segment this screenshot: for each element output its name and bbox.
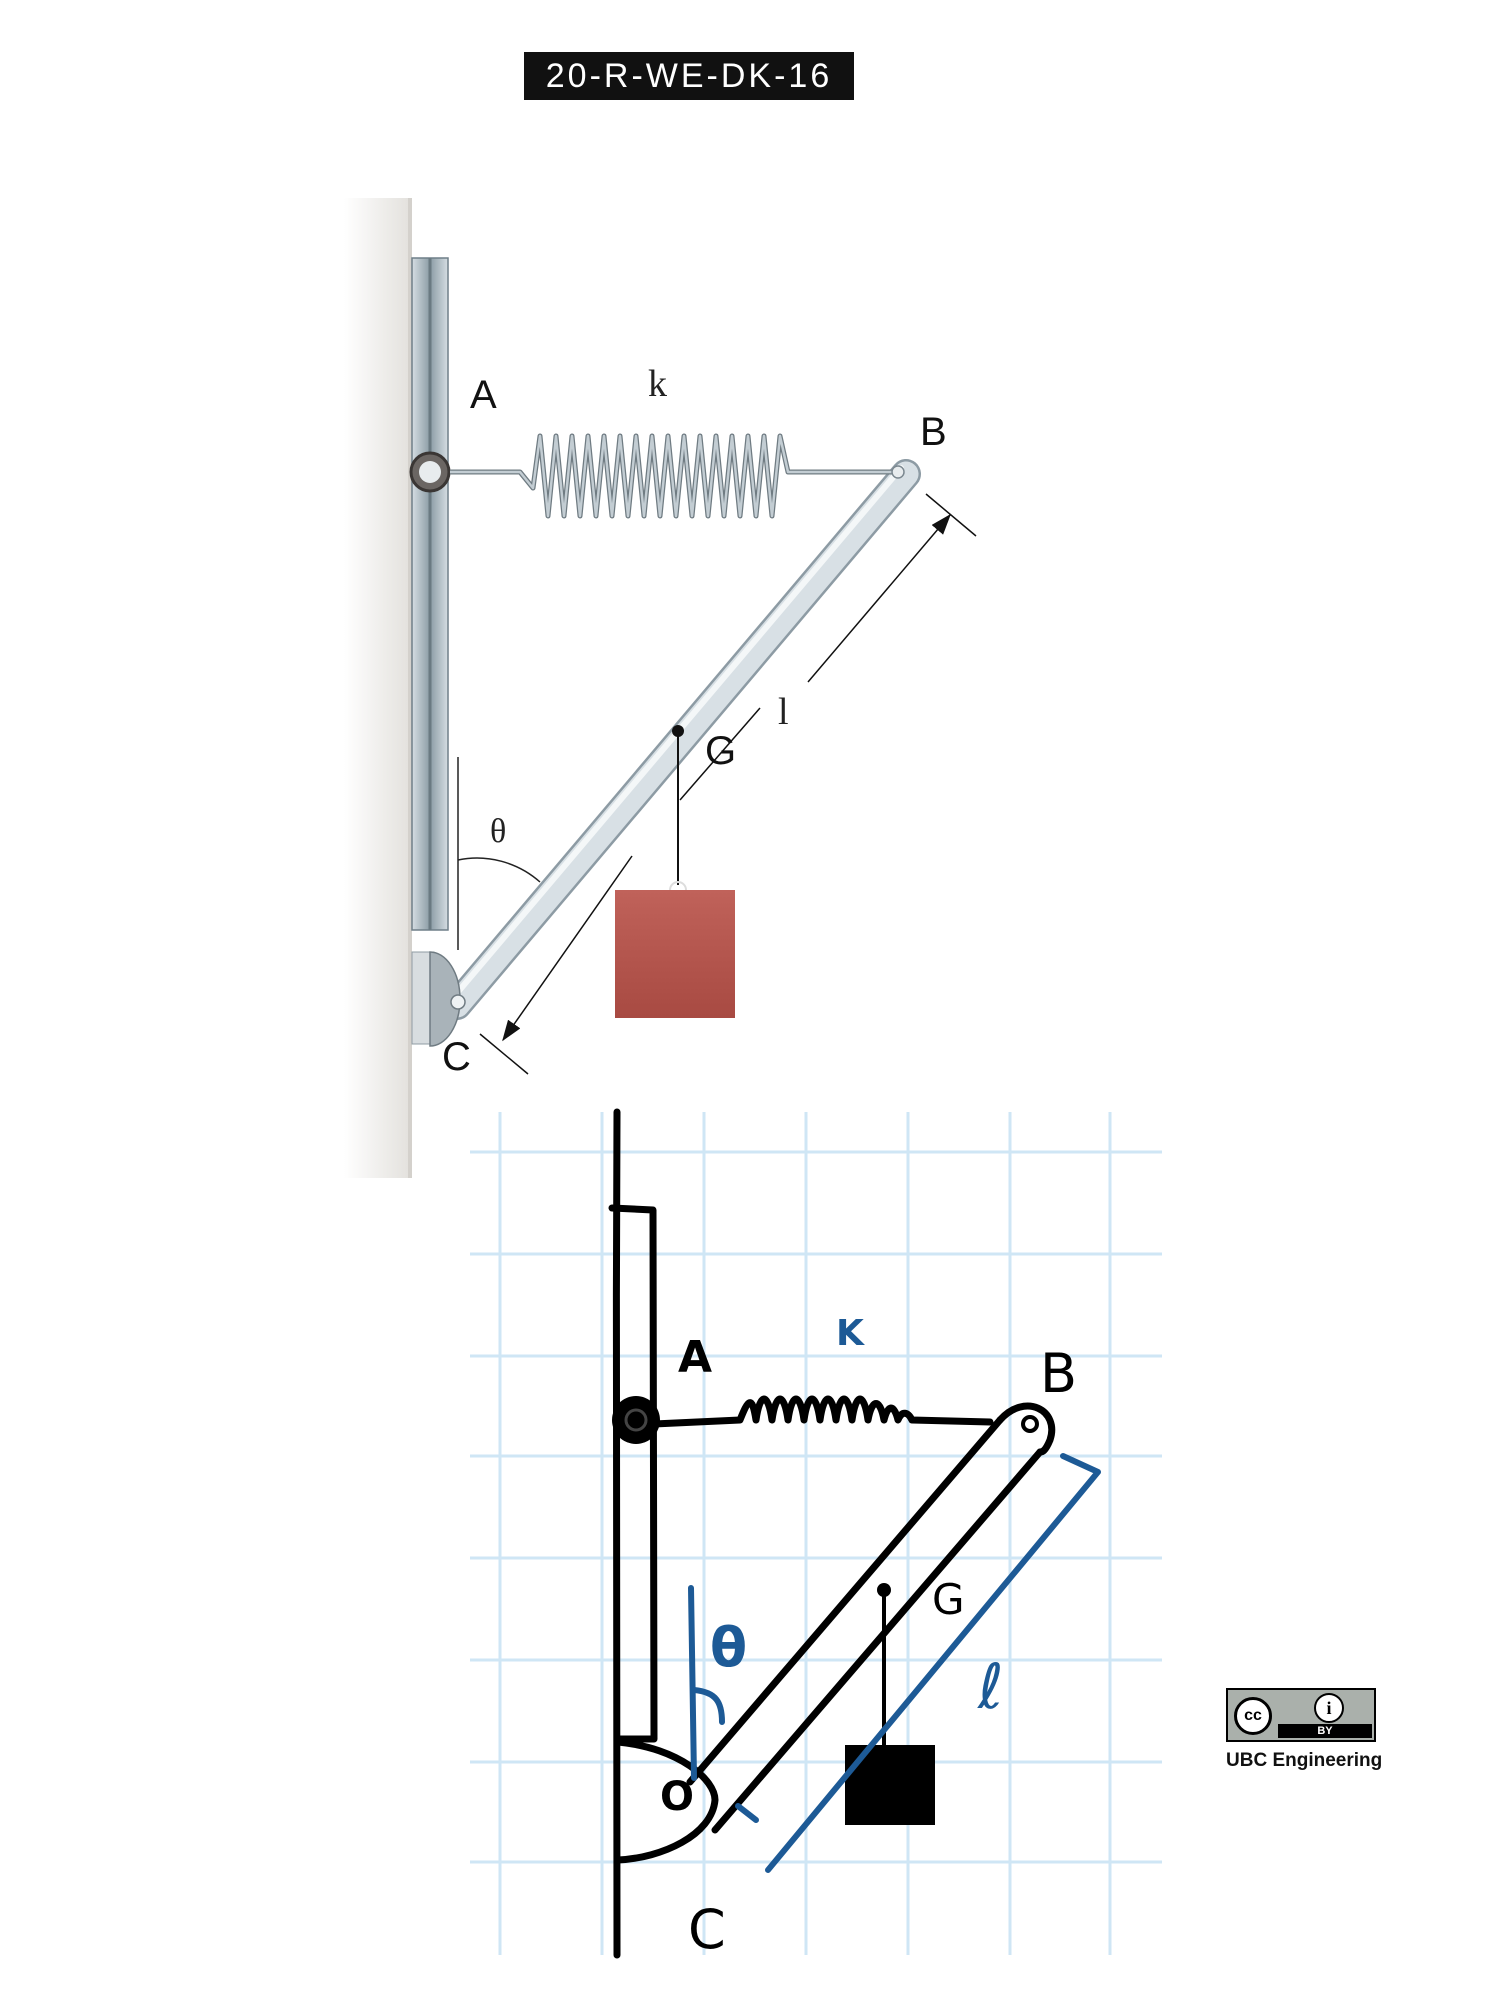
sketch-rod-top-edge [686, 1416, 1004, 1786]
theta-arc [457, 857, 541, 883]
sketch-theta-reference-line [688, 1585, 697, 1781]
dimension-arrow-lower [502, 855, 633, 1042]
sketch-theta-arc [691, 1687, 725, 1725]
cc-by-badge[interactable]: cc i BY [1226, 1688, 1376, 1742]
sketch-dimension-line [765, 1453, 1101, 1873]
pin-b [891, 465, 905, 479]
sketch-label-c: C [688, 1898, 726, 1961]
hand-sketch: A B C G O K ℓ θ [470, 1108, 1162, 1961]
dimension-tick-c [479, 1033, 529, 1075]
sketch-grid [470, 1112, 1162, 1955]
sketch-slider-collar [612, 1396, 660, 1444]
sketch-label-o: O [660, 1774, 694, 1820]
dimension-line-mid [679, 707, 761, 801]
sketch-rod-end [996, 1402, 1056, 1456]
sketch-center-g [877, 1583, 891, 1597]
sketch-pin-b [1021, 1415, 1039, 1433]
sketch-rail [608, 1204, 658, 1743]
label-c: C [442, 1035, 471, 1079]
sketch-label-theta: θ [710, 1616, 747, 1679]
sketch-label-b: B [1040, 1342, 1077, 1405]
license-block: cc i BY UBC Engineering [1226, 1688, 1386, 1772]
sketch-wall [612, 1108, 621, 1959]
rod [444, 461, 919, 1018]
sketch-spring [650, 1395, 994, 1428]
sketch-dimension-tick [735, 1803, 759, 1823]
sketch-rod-bottom-edge [711, 1448, 1044, 1834]
label-theta: θ [490, 813, 506, 850]
wall [344, 198, 408, 1178]
sketch-label-g: G [932, 1575, 965, 1624]
dimension-tick-b [925, 493, 977, 537]
sketch-label-a: A [678, 1332, 712, 1383]
spring [450, 434, 898, 518]
sketch-label-l: ℓ [977, 1650, 1004, 1723]
dimension-arrow-upper [807, 513, 951, 683]
problem-code-badge: 20-R-WE-DK-16 [524, 52, 854, 100]
label-a: A [470, 373, 497, 417]
label-b: B [920, 410, 947, 454]
attribution-text: UBC Engineering [1226, 1750, 1383, 1771]
hanging-mass [615, 890, 735, 1018]
slider-pin [419, 461, 441, 483]
label-k: k [648, 363, 667, 405]
rendered-figure: A B C G k l θ [344, 198, 977, 1178]
pin-c [450, 994, 466, 1010]
problem-code: 20-R-WE-DK-16 [545, 56, 833, 95]
sketch-slider-pin [624, 1408, 648, 1432]
sketch-pin-support [614, 1738, 719, 1864]
wall-edge [408, 198, 412, 1178]
mass-hook [669, 881, 687, 891]
cc-icon: cc [1234, 1697, 1272, 1735]
by-label: BY [1278, 1724, 1372, 1738]
label-g: G [705, 729, 736, 773]
label-l: l [778, 691, 789, 733]
person-icon: i [1314, 1693, 1344, 1723]
sketch-label-k: K [836, 1313, 865, 1354]
